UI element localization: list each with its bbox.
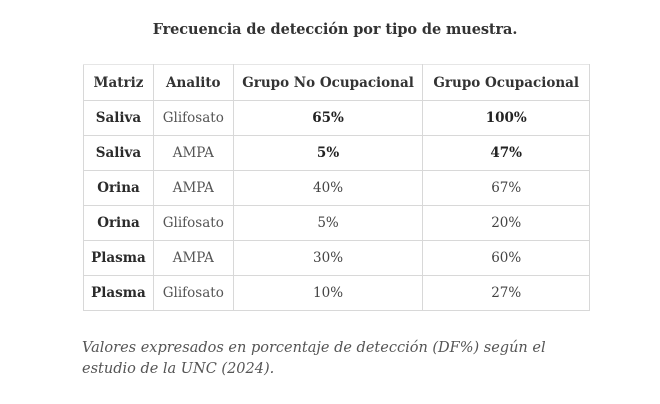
cell-matriz: Saliva bbox=[83, 100, 154, 136]
cell-ocupacional: 100% bbox=[422, 100, 590, 136]
table-row: Saliva AMPA 5% 47% bbox=[83, 135, 590, 171]
table-row: Plasma AMPA 30% 60% bbox=[83, 240, 590, 276]
table-header: Matriz Analito Grupo No Ocupacional Grup… bbox=[83, 64, 590, 101]
cell-no-ocupacional: 65% bbox=[232, 100, 424, 136]
cell-analito: AMPA bbox=[152, 135, 234, 171]
cell-matriz: Saliva bbox=[83, 135, 154, 171]
detection-frequency-table: Matriz Analito Grupo No Ocupacional Grup… bbox=[83, 64, 590, 311]
header-ocupacional: Grupo Ocupacional bbox=[422, 64, 590, 101]
table-row: Orina Glifosato 5% 20% bbox=[83, 205, 590, 241]
cell-ocupacional: 60% bbox=[422, 240, 590, 276]
cell-analito: Glifosato bbox=[152, 100, 234, 136]
cell-analito: AMPA bbox=[152, 240, 234, 276]
table-row: Orina AMPA 40% 67% bbox=[83, 170, 590, 206]
cell-analito: AMPA bbox=[152, 170, 234, 206]
cell-ocupacional: 67% bbox=[422, 170, 590, 206]
cell-ocupacional: 27% bbox=[422, 275, 590, 311]
header-analito: Analito bbox=[152, 64, 234, 101]
cell-no-ocupacional: 40% bbox=[232, 170, 424, 206]
table-footnote: Valores expresados en porcentaje de dete… bbox=[82, 340, 546, 377]
cell-ocupacional: 20% bbox=[422, 205, 590, 241]
cell-no-ocupacional: 5% bbox=[232, 135, 424, 171]
cell-matriz: Orina bbox=[83, 205, 154, 241]
header-matriz: Matriz bbox=[83, 64, 154, 101]
cell-ocupacional: 47% bbox=[422, 135, 590, 171]
cell-no-ocupacional: 5% bbox=[232, 205, 424, 241]
table-row: Plasma Glifosato 10% 27% bbox=[83, 275, 590, 311]
table-row: Saliva Glifosato 65% 100% bbox=[83, 100, 590, 136]
cell-no-ocupacional: 10% bbox=[232, 275, 424, 311]
cell-no-ocupacional: 30% bbox=[232, 240, 424, 276]
cell-matriz: Plasma bbox=[83, 240, 154, 276]
cell-analito: Glifosato bbox=[152, 205, 234, 241]
cell-matriz: Orina bbox=[83, 170, 154, 206]
table-body: Saliva Glifosato 65% 100% Saliva AMPA 5%… bbox=[83, 100, 590, 311]
header-no-ocupacional: Grupo No Ocupacional bbox=[232, 64, 424, 101]
cell-analito: Glifosato bbox=[152, 275, 234, 311]
table-title: Frecuencia de detección por tipo de mues… bbox=[152, 21, 518, 38]
cell-matriz: Plasma bbox=[83, 275, 154, 311]
header-row: Matriz Analito Grupo No Ocupacional Grup… bbox=[83, 64, 590, 101]
